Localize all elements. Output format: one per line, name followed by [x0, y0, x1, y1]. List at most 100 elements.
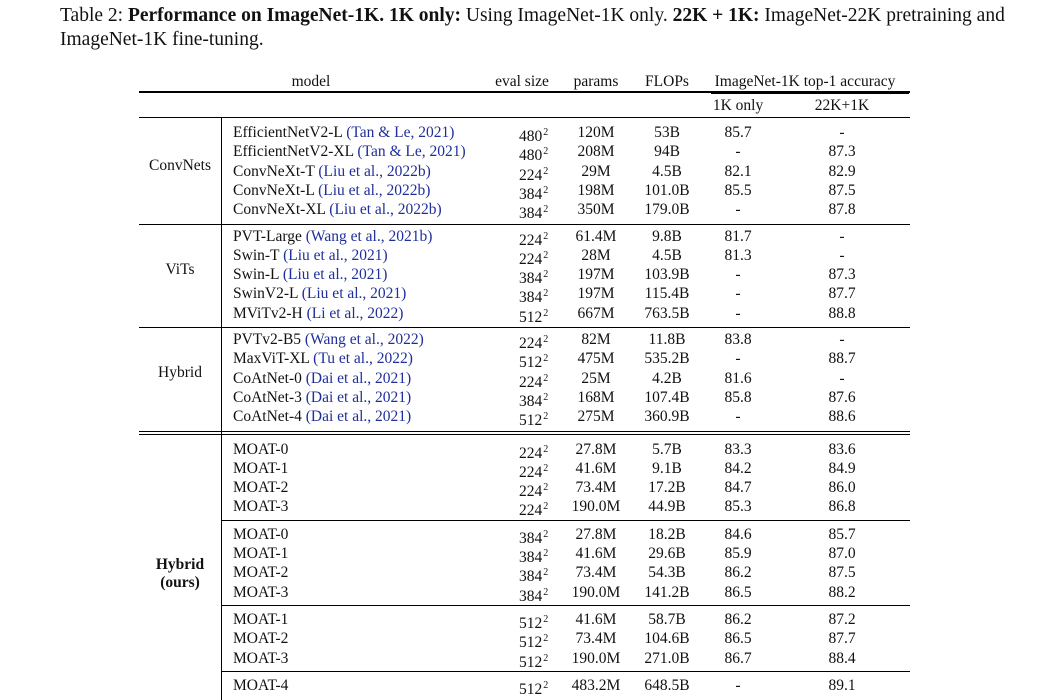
eval-size-cell: 3842 [519, 285, 548, 307]
eval-size-cell: 3842 [519, 564, 548, 586]
ours-label-line2: (ours) [160, 574, 200, 592]
eval-size-exponent: 2 [543, 613, 549, 625]
model-name: Swin-T [233, 246, 280, 264]
model-citation-link[interactable]: (Liu et al., 2022b) [318, 162, 431, 180]
flops-cell: 54.3B [648, 564, 686, 582]
params-cell: 41.6M [575, 459, 617, 477]
eval-size-value: 224 [519, 250, 543, 268]
eval-size-value: 224 [519, 502, 543, 520]
model-citation-link[interactable]: (Dai et al., 2021) [305, 369, 412, 387]
eval-size-exponent: 2 [543, 146, 549, 158]
eval-size-cell: 2242 [519, 441, 548, 463]
params-cell: 275M [577, 408, 615, 426]
params-cell: 667M [577, 304, 615, 322]
eval-size-cell: 5122 [519, 630, 548, 652]
model-citation-link[interactable]: (Tu et al., 2022) [313, 350, 413, 368]
model-citation-link[interactable]: (Liu et al., 2021) [301, 285, 407, 303]
params-cell: 73.4M [575, 630, 617, 648]
ours-group-label: Hybrid (ours) [140, 556, 220, 592]
acc-1k-cell: - [735, 408, 741, 426]
header-acc-22k: 22K+1K [814, 97, 870, 114]
model-name: EfficientNetV2-L [233, 124, 343, 141]
model-cell: MOAT-4 [233, 677, 288, 695]
eval-size-value: 384 [519, 568, 543, 586]
model-cell: MOAT-2 [233, 479, 288, 497]
eval-size-value: 512 [519, 634, 543, 652]
acc-1k-cell: 86.5 [724, 583, 752, 601]
model-cell: MOAT-1 [233, 460, 288, 478]
model-name: MOAT-1 [233, 459, 289, 477]
eval-size-exponent: 2 [543, 288, 549, 300]
model-citation-link[interactable]: (Tan & Le, 2021) [346, 124, 455, 141]
model-name: SwinV2-L [233, 285, 298, 303]
flops-cell: 18.2B [648, 525, 686, 543]
model-citation-link[interactable]: (Dai et al., 2021) [305, 388, 412, 406]
model-citation-link[interactable]: (Wang et al., 2021b) [305, 227, 433, 245]
model-cell: CoAtNet-0 (Dai et al., 2021) [233, 370, 411, 388]
model-name: MOAT-3 [233, 498, 289, 516]
acc-1k-cell: 86.5 [724, 630, 752, 648]
eval-size-value: 224 [519, 231, 543, 249]
acc-22k-cell: 82.9 [828, 162, 856, 180]
flops-cell: 179.0B [644, 201, 690, 219]
model-name: MOAT-3 [233, 583, 289, 601]
acc-1k-cell: 86.2 [724, 610, 752, 628]
params-cell: 28M [581, 246, 611, 264]
eval-size-exponent: 2 [543, 372, 549, 384]
acc-22k-cell: 87.8 [828, 201, 856, 219]
model-cell: MOAT-0 [233, 526, 288, 544]
model-name: PVT-Large [233, 227, 302, 245]
eval-size-cell: 3842 [519, 182, 548, 204]
model-name: MaxViT-XL [233, 350, 310, 368]
flops-cell: 103.9B [644, 266, 690, 284]
acc-1k-cell: 84.6 [724, 525, 752, 543]
model-cell: MOAT-3 [233, 650, 288, 668]
model-citation-link[interactable]: (Wang et al., 2022) [304, 331, 424, 348]
header-params: params [573, 73, 619, 90]
model-citation-link[interactable]: (Liu et al., 2022b) [318, 181, 431, 199]
acc-22k-cell: 84.9 [828, 459, 856, 477]
group-label: ViTs [165, 260, 195, 278]
eval-size-value: 224 [519, 463, 543, 481]
eval-size-cell: 5122 [519, 677, 548, 699]
eval-size-value: 384 [519, 392, 543, 410]
params-cell: 82M [581, 331, 611, 348]
eval-size-exponent: 2 [543, 411, 549, 423]
acc-1k-cell: - [735, 266, 741, 284]
model-citation-link[interactable]: (Liu et al., 2022b) [329, 201, 442, 219]
acc-22k-cell: 87.0 [828, 545, 856, 562]
eval-size-exponent: 2 [543, 269, 549, 281]
eval-size-exponent: 2 [543, 633, 549, 645]
acc-22k-cell: - [839, 331, 845, 348]
model-name: MOAT-4 [233, 676, 289, 694]
header-rule [139, 117, 910, 118]
model-cell: PVT-Large (Wang et al., 2021b) [233, 228, 432, 246]
model-citation-link[interactable]: (Dai et al., 2021) [305, 408, 412, 426]
eval-size-cell: 5122 [519, 305, 548, 327]
params-cell: 190.0M [571, 583, 621, 601]
flops-cell: 104.6B [644, 630, 690, 648]
eval-size-cell: 2242 [519, 479, 548, 501]
eval-size-exponent: 2 [543, 249, 549, 261]
header-acc-1k: 1K only [712, 97, 764, 114]
model-name: MOAT-2 [233, 479, 289, 497]
flops-cell: 9.8B [652, 227, 682, 245]
eval-size-value: 224 [519, 166, 543, 184]
model-name: MOAT-1 [233, 545, 289, 562]
header-model: model [291, 73, 331, 90]
model-cell: MOAT-3 [233, 498, 288, 516]
eval-size-value: 512 [519, 680, 543, 698]
eval-size-cell: 5122 [519, 350, 548, 372]
model-name: CoAtNet-4 [233, 408, 302, 426]
acc-1k-cell: - [735, 143, 741, 161]
model-citation-link[interactable]: (Li et al., 2022) [306, 304, 404, 322]
flops-cell: 5.7B [652, 440, 682, 458]
model-cell: MOAT-2 [233, 630, 288, 648]
acc-1k-cell: 83.8 [724, 331, 752, 348]
flops-cell: 53B [654, 124, 680, 141]
model-citation-link[interactable]: (Tan & Le, 2021) [357, 143, 466, 161]
model-citation-link[interactable]: (Liu et al., 2021) [283, 246, 388, 264]
eval-size-cell: 3842 [519, 201, 548, 223]
header-eval-size: eval size [495, 73, 549, 90]
model-citation-link[interactable]: (Liu et al., 2021) [282, 266, 388, 284]
